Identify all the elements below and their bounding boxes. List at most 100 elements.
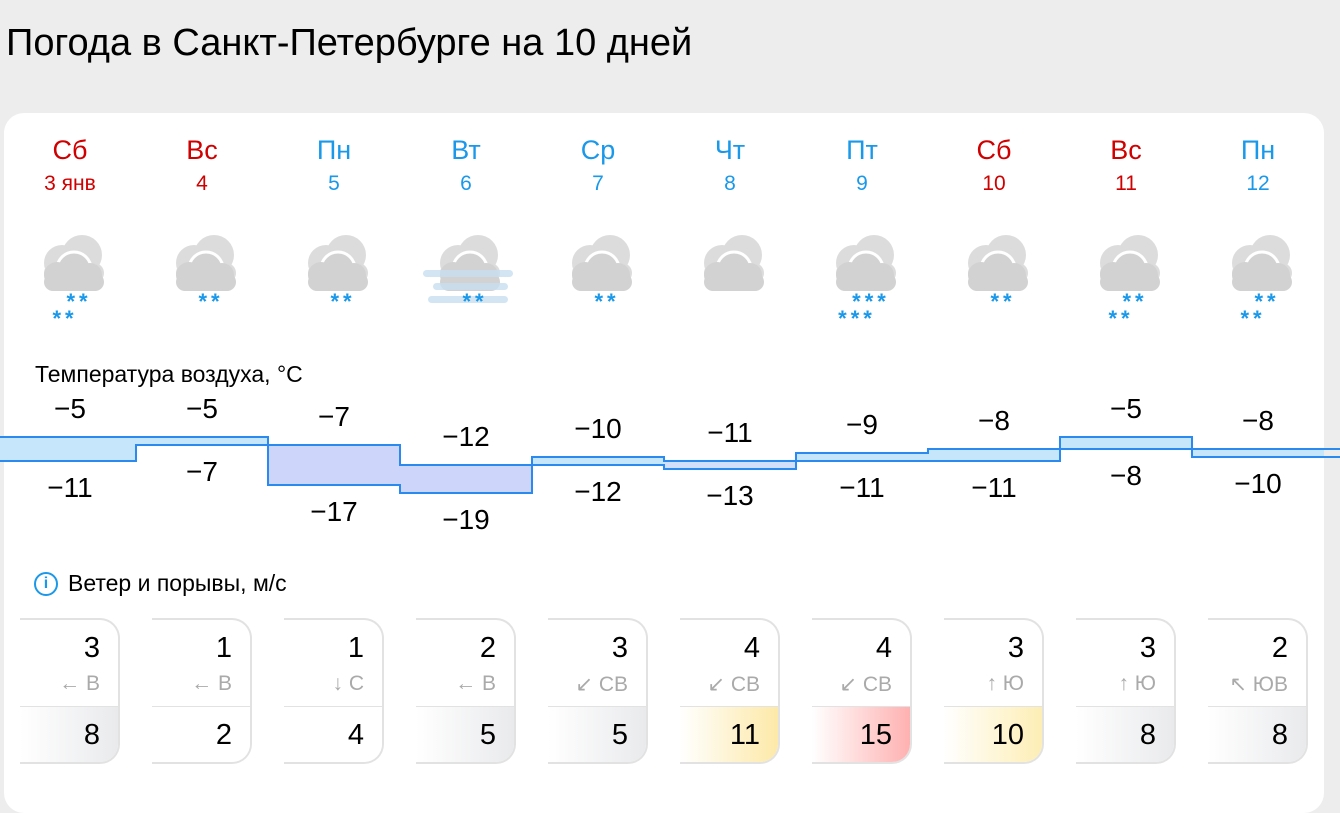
wind-card[interactable]: 2 ↖ ЮВ 8 <box>1208 618 1308 764</box>
temp-max: −5 <box>1110 393 1142 424</box>
wind-card[interactable]: 1 ↓ С 4 <box>284 618 384 764</box>
day-date: 11 <box>1115 172 1137 195</box>
wind-speed: 3 <box>1139 632 1156 664</box>
day-of-week: Чт <box>714 135 746 165</box>
temperature-chart <box>0 436 1340 494</box>
day-date: 3 янв <box>44 172 96 195</box>
temp-min: −8 <box>1110 460 1142 491</box>
cloud-fog-snow-icon: ** <box>418 225 518 335</box>
wind-speed: 2 <box>479 632 496 664</box>
day-date: 7 <box>592 172 604 195</box>
temp-max: −10 <box>574 413 622 444</box>
wind-card[interactable]: 3 ↑ Ю 10 <box>944 618 1044 764</box>
temp-min: −11 <box>47 472 93 503</box>
day-of-week: Пт <box>846 135 878 165</box>
wind-gust: 8 <box>1076 706 1174 762</box>
wind-card[interactable]: 4 ↙ СВ 11 <box>680 618 780 764</box>
day-of-week: Пн <box>316 135 352 165</box>
cloud-snow-icon: ** ** <box>22 225 122 335</box>
cloud-snow-icon: ** ** <box>1210 225 1310 335</box>
info-icon[interactable]: i <box>34 571 58 596</box>
wind-gust: 10 <box>944 706 1042 762</box>
wind-card[interactable]: 3 ← В 8 <box>20 618 120 764</box>
temp-min: −17 <box>310 496 358 527</box>
temp-min: −19 <box>442 504 490 535</box>
day-date: 5 <box>328 172 340 195</box>
temp-band <box>796 453 928 461</box>
cloud-snow-icon: ** <box>286 225 386 335</box>
temp-max: −9 <box>846 409 878 440</box>
temp-band <box>664 461 796 469</box>
wind-direction: ↓ С <box>332 672 365 695</box>
day-date: 12 <box>1246 172 1270 195</box>
wind-heading: i Ветер и порывы, м/с <box>34 570 287 597</box>
wind-direction: ← В <box>455 672 496 695</box>
temp-max: −8 <box>1242 405 1274 436</box>
temp-min: −7 <box>186 456 218 487</box>
temp-max: −8 <box>978 405 1010 436</box>
temp-min: −11 <box>971 472 1017 503</box>
wind-direction: ↑ Ю <box>986 672 1024 695</box>
day-of-week: Вс <box>1110 135 1142 165</box>
day-of-week: Пн <box>1240 135 1276 165</box>
wind-direction: ↙ СВ <box>575 673 628 696</box>
temp-max: −7 <box>318 401 350 432</box>
wind-speed: 1 <box>347 632 364 664</box>
temp-band <box>1192 449 1324 457</box>
day-date: 9 <box>856 172 868 195</box>
temp-max: −5 <box>54 393 86 424</box>
wind-card[interactable]: 4 ↙ СВ 15 <box>812 618 912 764</box>
wind-direction: ↑ Ю <box>1118 672 1156 695</box>
temp-min: −12 <box>574 476 622 507</box>
wind-speed: 3 <box>83 632 100 664</box>
wind-speed: 4 <box>875 632 892 664</box>
wind-card[interactable]: 1 ← В 2 <box>152 618 252 764</box>
wind-gust: 5 <box>416 706 514 762</box>
temp-min: −11 <box>839 472 885 503</box>
day-of-week: Сб <box>52 135 88 165</box>
wind-direction: ← В <box>191 672 232 695</box>
wind-speed: 1 <box>215 632 232 664</box>
page-title: Погода в Санкт-Петербурге на 10 дней <box>6 22 693 64</box>
wind-card[interactable]: 3 ↑ Ю 8 <box>1076 618 1176 764</box>
temp-band <box>928 449 1060 461</box>
wind-speed: 3 <box>1007 632 1024 664</box>
cloud-snow-icon: ** <box>946 225 1046 335</box>
cloud-snow-icon: ** <box>154 225 254 335</box>
wind-direction: ← В <box>59 672 100 695</box>
temp-min: −10 <box>1234 468 1282 499</box>
day-date: 8 <box>724 172 736 195</box>
temp-band <box>0 437 136 461</box>
temp-max: −11 <box>707 417 753 448</box>
wind-gust: 8 <box>20 706 118 762</box>
temp-band <box>136 437 268 445</box>
day-of-week: Сб <box>976 135 1012 165</box>
day-of-week: Вт <box>451 135 481 165</box>
cloud-icon <box>682 225 782 335</box>
temp-max: −5 <box>186 393 218 424</box>
day-date: 10 <box>982 172 1006 195</box>
wind-speed: 4 <box>743 632 760 664</box>
day-date: 4 <box>196 172 208 195</box>
wind-speed: 3 <box>611 632 628 664</box>
day-date: 6 <box>460 172 472 195</box>
wind-direction: ↙ СВ <box>839 673 892 696</box>
cloud-snow-icon: *** *** <box>814 225 914 335</box>
wind-card[interactable]: 3 ↙ СВ 5 <box>548 618 648 764</box>
wind-gust: 2 <box>152 706 250 762</box>
temp-max: −12 <box>442 421 490 452</box>
wind-direction: ↙ СВ <box>707 673 760 696</box>
temperature-label: Температура воздуха, °C <box>35 361 303 387</box>
temp-line <box>0 444 1340 494</box>
temp-band <box>268 445 400 485</box>
temp-min: −13 <box>706 480 754 511</box>
cloud-snow-icon: ** ** <box>1078 225 1178 335</box>
wind-gust: 8 <box>1208 706 1306 762</box>
temp-band <box>1060 437 1192 449</box>
wind-card[interactable]: 2 ← В 5 <box>416 618 516 764</box>
wind-speed: 2 <box>1271 632 1288 664</box>
wind-direction: ↖ ЮВ <box>1229 673 1288 696</box>
day-of-week: Вс <box>186 135 218 165</box>
day-of-week: Ср <box>580 135 616 165</box>
temp-band <box>532 457 664 465</box>
